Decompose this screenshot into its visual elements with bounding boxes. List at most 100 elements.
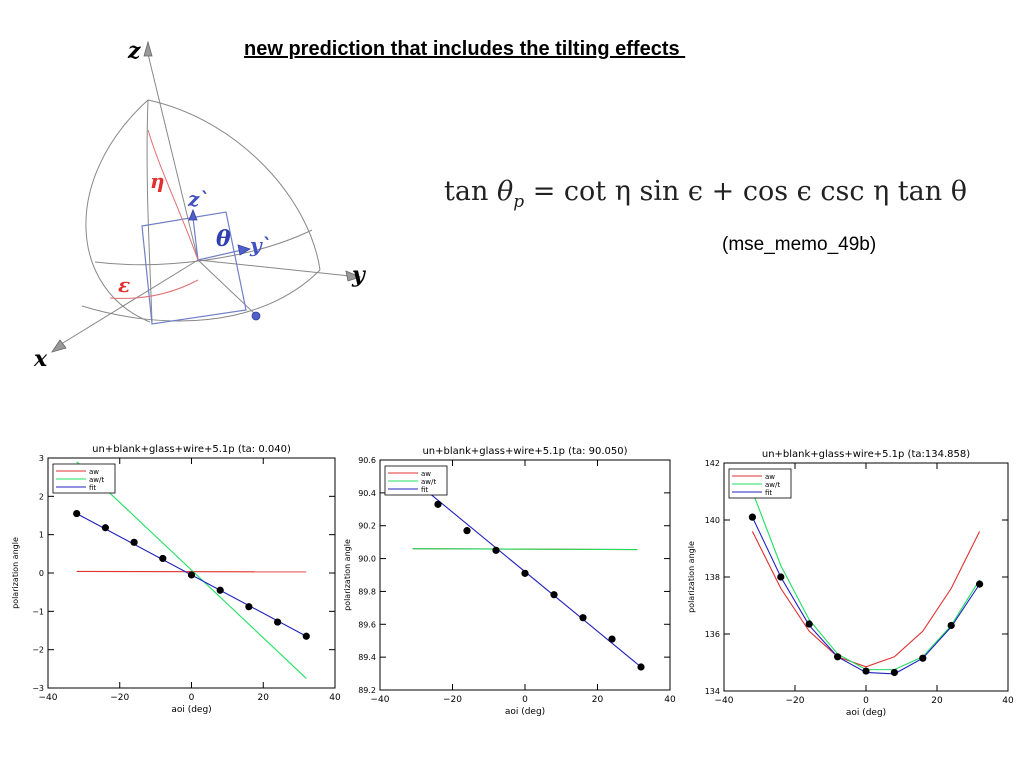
y-prime-axis [197, 249, 243, 261]
x-tick-label: −40 [371, 695, 390, 705]
y-tick-label: 90.0 [358, 555, 376, 564]
data-point [492, 546, 500, 554]
x-axis-line [57, 259, 199, 347]
z-prime-label: z` [187, 187, 209, 211]
y-tick-label: 90.2 [358, 522, 376, 531]
data-point [919, 654, 927, 662]
sphere-meridian-outer [85, 99, 151, 323]
data-point [463, 527, 471, 535]
sphere-meridian-right [147, 99, 321, 271]
y-tick-label: −3 [32, 684, 44, 693]
x-tick-label: 0 [863, 696, 869, 706]
x-tick-label: 20 [931, 696, 943, 706]
data-point [550, 591, 558, 599]
data-point [805, 620, 813, 628]
chart-1: un+blank+glass+wire+5.1p (ta: 0.040) −40−… [0, 432, 345, 722]
y-tick-label: 1 [39, 531, 44, 540]
data-point [777, 573, 785, 581]
data-point [748, 513, 756, 521]
data-point [521, 569, 529, 577]
data-point [274, 618, 282, 626]
epsilon-arc [109, 279, 199, 299]
data-point [130, 538, 138, 546]
plane-normal-marker-icon [251, 311, 261, 321]
y-tick-label: 138 [705, 573, 720, 582]
data-point [834, 653, 842, 661]
data-point [976, 580, 984, 588]
x-tick-label: −20 [110, 693, 129, 703]
data-point [302, 632, 310, 640]
formula-lhs-sub: p [513, 192, 525, 212]
series-line-aw-t [412, 548, 638, 551]
z-prime-arrow-icon [188, 208, 198, 221]
legend-label: aw [421, 470, 431, 478]
y-tick-label: 89.4 [358, 653, 376, 662]
z-arrow-icon [143, 40, 153, 57]
y-tick-label: −1 [32, 607, 44, 616]
chart-1-svg: un+blank+glass+wire+5.1p (ta: 0.040)−40−… [11, 444, 341, 715]
data-point [73, 509, 81, 518]
y-tick-label: 136 [705, 630, 720, 639]
legend-label: aw/t [765, 481, 780, 489]
legend-label: fit [765, 489, 772, 497]
y-axis-line [197, 259, 351, 277]
sphere-inner-meridian [146, 99, 153, 323]
z-axis-label: z [127, 38, 141, 64]
legend-label: fit [89, 484, 96, 492]
data-point [608, 635, 616, 643]
x-tick-label: −20 [786, 696, 805, 706]
x-tick-label: −40 [39, 693, 58, 703]
y-arrow-icon [345, 270, 362, 282]
y-axis-label: polarization angle [687, 541, 696, 613]
y-tick-label: 0 [39, 569, 44, 578]
x-tick-label: 40 [664, 695, 676, 705]
data-point [187, 571, 196, 579]
x-arrow-icon [51, 339, 67, 353]
theta-label: θ [216, 226, 231, 252]
data-point [862, 667, 870, 675]
eta-label: η [150, 169, 165, 193]
y-tick-label: 2 [39, 492, 44, 501]
y-tick-label: 134 [705, 687, 720, 696]
y-prime-label: y` [249, 233, 272, 257]
y-axis-label: polarization angle [11, 537, 20, 609]
memo-reference: (mse_memo_49b) [722, 234, 877, 255]
sphere-equator [81, 269, 321, 322]
epsilon-label: ε [118, 273, 130, 297]
data-point [245, 603, 253, 611]
x-tick-label: 20 [258, 693, 270, 703]
x-tick-label: 40 [1002, 696, 1014, 706]
y-tick-label: 89.2 [358, 686, 376, 695]
series-line-aw-t [76, 461, 307, 679]
chart-title: un+blank+glass+wire+5.1p (ta: 0.040) [92, 444, 291, 455]
data-point [216, 586, 224, 594]
y-tick-label: 90.4 [358, 489, 376, 498]
legend-label: fit [421, 486, 428, 494]
y-tick-label: −2 [32, 646, 44, 655]
formula-lhs-var: θ [496, 176, 514, 207]
y-axis-label: polarization angle [343, 539, 352, 611]
x-tick-label: 0 [522, 695, 528, 705]
tilt-formula: tan θp = cot η sin ϵ + cos ϵ csc η tan θ [444, 176, 967, 212]
data-point [159, 554, 167, 563]
x-axis-label: aoi (deg) [846, 708, 886, 718]
x-tick-label: 40 [329, 693, 341, 703]
x-axis-label: x [33, 346, 48, 372]
y-tick-label: 90.6 [358, 456, 376, 465]
x-tick-label: −40 [715, 696, 734, 706]
y-tick-label: 142 [705, 459, 720, 468]
y-axis-label: y [351, 262, 367, 288]
y-prime-arrow-icon [237, 244, 251, 256]
data-point [434, 500, 442, 508]
series-line-aw [751, 531, 981, 668]
tilt-guide-line [197, 259, 257, 316]
data-point [579, 614, 587, 622]
slide-title: new prediction that includes the tilting… [244, 38, 686, 60]
formula-lhs-fn: tan [444, 176, 489, 207]
series-line-fit [751, 516, 981, 675]
tilted-plane [141, 211, 247, 325]
y-tick-label: 140 [705, 516, 720, 525]
x-tick-label: −20 [443, 695, 462, 705]
sphere-latitude [94, 229, 313, 266]
y-tick-label: 89.6 [358, 620, 376, 629]
